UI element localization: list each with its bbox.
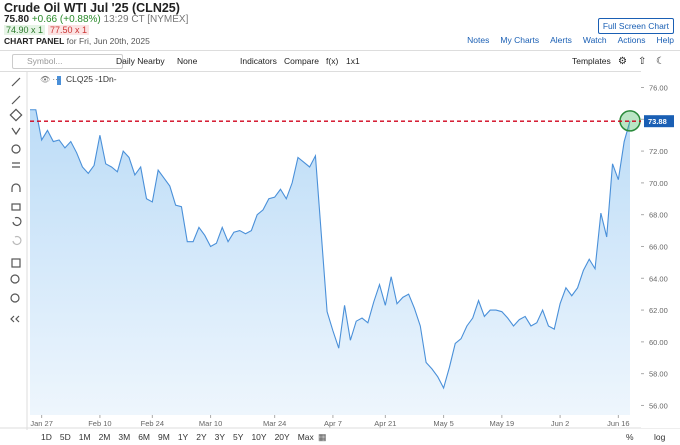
bid-ask: 74.90 x 1 77.50 x 1 [4, 25, 90, 35]
header-link[interactable]: Watch [582, 35, 607, 45]
range-button[interactable]: 1M [79, 432, 91, 442]
axis-panel [641, 70, 680, 428]
range-button[interactable]: 10Y [251, 432, 266, 442]
x-tick-label: Apr 21 [374, 419, 396, 428]
panel-label: CHART PANEL [4, 36, 65, 46]
toolbar-item[interactable]: Compare [284, 56, 319, 66]
header-link[interactable]: Help [656, 35, 674, 45]
x-tick-label: Jun 2 [551, 419, 569, 428]
settings-icon[interactable]: ⚙ [618, 56, 627, 67]
range-button[interactable]: 1D [41, 432, 52, 442]
y-tick-label: 58.00 [649, 370, 668, 379]
symbol-input[interactable]: Symbol... [12, 54, 123, 69]
bid: 74.90 x 1 [4, 25, 46, 35]
header-link[interactable]: Notes [467, 35, 490, 45]
x-tick-label: Mar 24 [263, 419, 286, 428]
left-tools [9, 77, 23, 323]
x-tick-label: Mar 10 [199, 419, 222, 428]
panel-date: for Fri, Jun 20th, 2025 [66, 36, 150, 46]
y-tick-label: 56.00 [649, 401, 668, 410]
x-tick-label: May 5 [433, 419, 453, 428]
x-tick-label: Jan 27 [30, 419, 53, 428]
range-button[interactable]: 2Y [196, 432, 207, 442]
range-button[interactable]: 5Y [233, 432, 244, 442]
x-tick-label: Feb 24 [141, 419, 164, 428]
range-button[interactable]: 2M [99, 432, 111, 442]
calendar-icon[interactable]: ▦ [318, 432, 327, 442]
links: Notes My Charts Alerts Watch Actions Help [456, 35, 674, 45]
y-tick-label: 64.00 [649, 274, 668, 283]
y-tick-label: 76.00 [649, 83, 668, 92]
share-icon[interactable]: ⇧ [638, 56, 647, 67]
range-button[interactable]: 9M [158, 432, 170, 442]
x-tick-label: May 19 [490, 419, 515, 428]
last-value-label: 73.88 [648, 117, 667, 126]
last-value-box [644, 115, 674, 128]
scale-button[interactable]: % [626, 432, 634, 442]
header-link[interactable]: Alerts [550, 35, 572, 45]
range-button[interactable]: 1Y [178, 432, 189, 442]
range-button[interactable]: 3M [118, 432, 130, 442]
y-tick-label: 72.00 [649, 147, 668, 156]
x-tick-label: Apr 7 [324, 419, 342, 428]
toolbar-item[interactable]: 1x1 [346, 56, 360, 66]
scale-button[interactable]: log [654, 432, 666, 442]
line [30, 109, 631, 390]
change: +0.66 (+0.88%) [31, 14, 101, 25]
header-link[interactable]: My Charts [500, 35, 540, 45]
y-tick-label: 68.00 [649, 211, 668, 220]
panel: CHART PANEL for Fri, Jun 20th, 2025 [4, 36, 150, 46]
legend-swatch [57, 76, 61, 85]
toolbar-item[interactable]: f(x) [326, 56, 339, 66]
last-point-marker [619, 110, 641, 132]
range-button[interactable]: 3Y [215, 432, 226, 442]
y-tick-label: 70.00 [649, 179, 668, 188]
fullscreen-button[interactable]: Full Screen Chart [597, 18, 674, 34]
time: 13:29 CT [NYMEX] [103, 14, 189, 25]
title: Crude Oil WTI Jul '25 (CLN25) [4, 1, 180, 15]
range-button[interactable]: 6M [138, 432, 150, 442]
area [30, 109, 630, 415]
quote: 75.80 +0.66 (+0.88%) 13:29 CT [NYMEX] [4, 14, 188, 25]
toolbar: Symbol... Templates ⚙ ⇧ ☾ Daily Nearby No… [0, 50, 680, 72]
x-tick-label: Jun 16 [607, 419, 630, 428]
legend-icons: 👁 ⋯ [40, 75, 60, 84]
price: 75.80 [4, 14, 30, 25]
toolbar-item[interactable]: None [177, 56, 198, 66]
range-button[interactable]: Max [298, 432, 315, 442]
theme-icon[interactable]: ☾ [656, 56, 665, 67]
legend-label: CLQ25 -1Dn- [66, 74, 117, 84]
ask: 77.50 x 1 [48, 25, 90, 35]
templates[interactable]: Templates [572, 56, 611, 66]
x-tick-label: Feb 10 [88, 419, 111, 428]
header-link[interactable]: Actions [617, 35, 646, 45]
toolbar-item[interactable]: Indicators [240, 56, 277, 66]
range-button[interactable]: 5D [60, 432, 71, 442]
y-tick-label: 62.00 [649, 306, 668, 315]
toolbar-item[interactable]: Daily Nearby [116, 56, 165, 66]
y-tick-label: 66.00 [649, 242, 668, 251]
y-tick-label: 60.00 [649, 338, 668, 347]
range-button[interactable]: 20Y [275, 432, 290, 442]
